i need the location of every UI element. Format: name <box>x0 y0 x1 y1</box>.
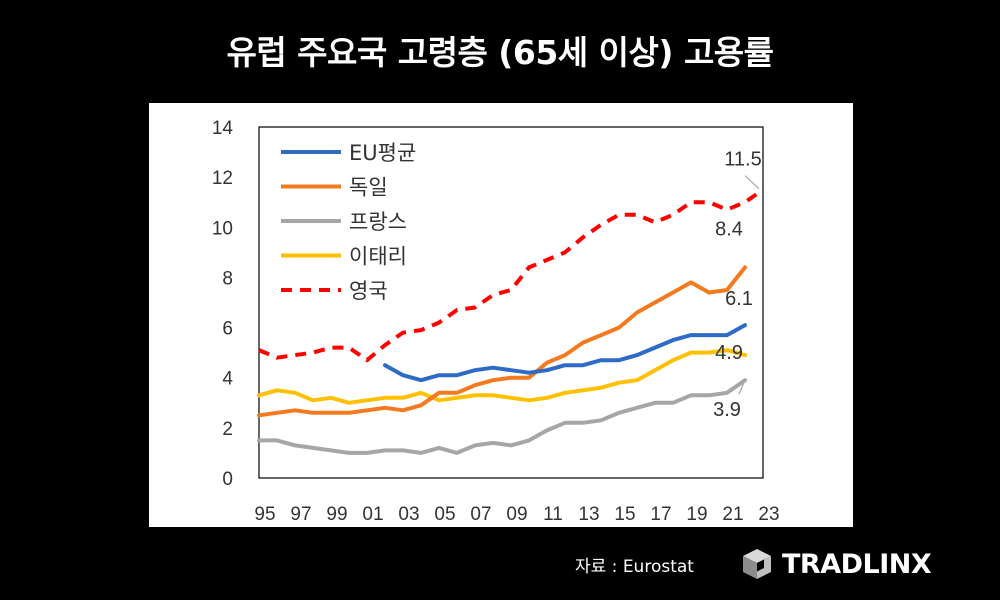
x-tick-label: 97 <box>290 504 311 525</box>
x-tick-label: 13 <box>578 504 599 525</box>
page-title: 유럽 주요국 고령층 (65세 이상) 고용률 <box>226 33 774 72</box>
end-labels: 6.1 8.4 3.9 4.9 11.5 <box>713 149 762 422</box>
y-tick-label: 4 <box>222 369 233 390</box>
series-line-4 <box>258 188 765 363</box>
y-tick-label: 14 <box>212 118 234 139</box>
x-tick-label: 07 <box>470 504 491 525</box>
series-line-3 <box>257 348 747 405</box>
y-tick-label: 8 <box>222 268 233 289</box>
source-note: 자료 : Eurostat <box>575 557 694 577</box>
x-tick-label: 11 <box>543 504 563 525</box>
leader-line <box>738 379 746 395</box>
end-value-label: 4.9 <box>715 342 743 364</box>
legend-label: 독일 <box>349 176 388 200</box>
x-tick-label: 21 <box>722 504 743 525</box>
y-tick-label: 12 <box>212 168 233 189</box>
y-tick-label: 6 <box>222 319 233 340</box>
x-tick-label: 17 <box>650 504 671 525</box>
legend-label: EU평균 <box>349 141 416 165</box>
axes: 0 2 4 6 8 10 12 14 95 97 99 01 03 05 07 09 11 13 15 17 19 21 2… <box>212 118 780 525</box>
x-tick-label: 05 <box>434 504 455 525</box>
legend-label: 프랑스 <box>349 210 407 234</box>
y-tick-label: 10 <box>212 218 233 239</box>
x-tick-label: 03 <box>398 504 419 525</box>
line-chart: 0 2 4 6 8 10 12 14 95 97 99 01 03 05 07 09 11 13 15 17 19 21 2… <box>212 118 780 525</box>
series-line-0 <box>383 323 747 383</box>
end-value-label: 11.5 <box>724 149 761 171</box>
legend-label: 영국 <box>349 279 388 303</box>
x-tick-label: 23 <box>758 504 779 525</box>
plot-frame <box>258 126 764 479</box>
end-value-label: 3.9 <box>713 399 741 421</box>
x-tick-label: 99 <box>326 504 347 525</box>
cube-logo-icon <box>743 549 771 579</box>
brand-name: TRADLINX <box>782 548 932 580</box>
end-value-label: 6.1 <box>725 288 753 310</box>
x-tick-label: 19 <box>686 504 707 525</box>
series-lines <box>257 188 765 455</box>
leader-line <box>744 175 760 190</box>
series-line-2 <box>257 378 747 455</box>
x-tick-label: 95 <box>254 504 275 525</box>
series-line-1 <box>257 265 747 418</box>
y-tick-label: 0 <box>222 469 233 490</box>
chart-panel: 0 2 4 6 8 10 12 14 95 97 99 01 03 05 07 09 11 13 15 17 19 21 2… <box>149 103 853 527</box>
x-tick-label: 01 <box>362 504 383 525</box>
brand: TRADLINX <box>740 546 932 582</box>
end-value-label: 8.4 <box>715 218 743 240</box>
x-tick-label: 09 <box>506 504 527 525</box>
x-tick-label: 15 <box>614 504 635 525</box>
legend-label: 이태리 <box>349 245 407 269</box>
y-tick-label: 2 <box>222 419 233 440</box>
